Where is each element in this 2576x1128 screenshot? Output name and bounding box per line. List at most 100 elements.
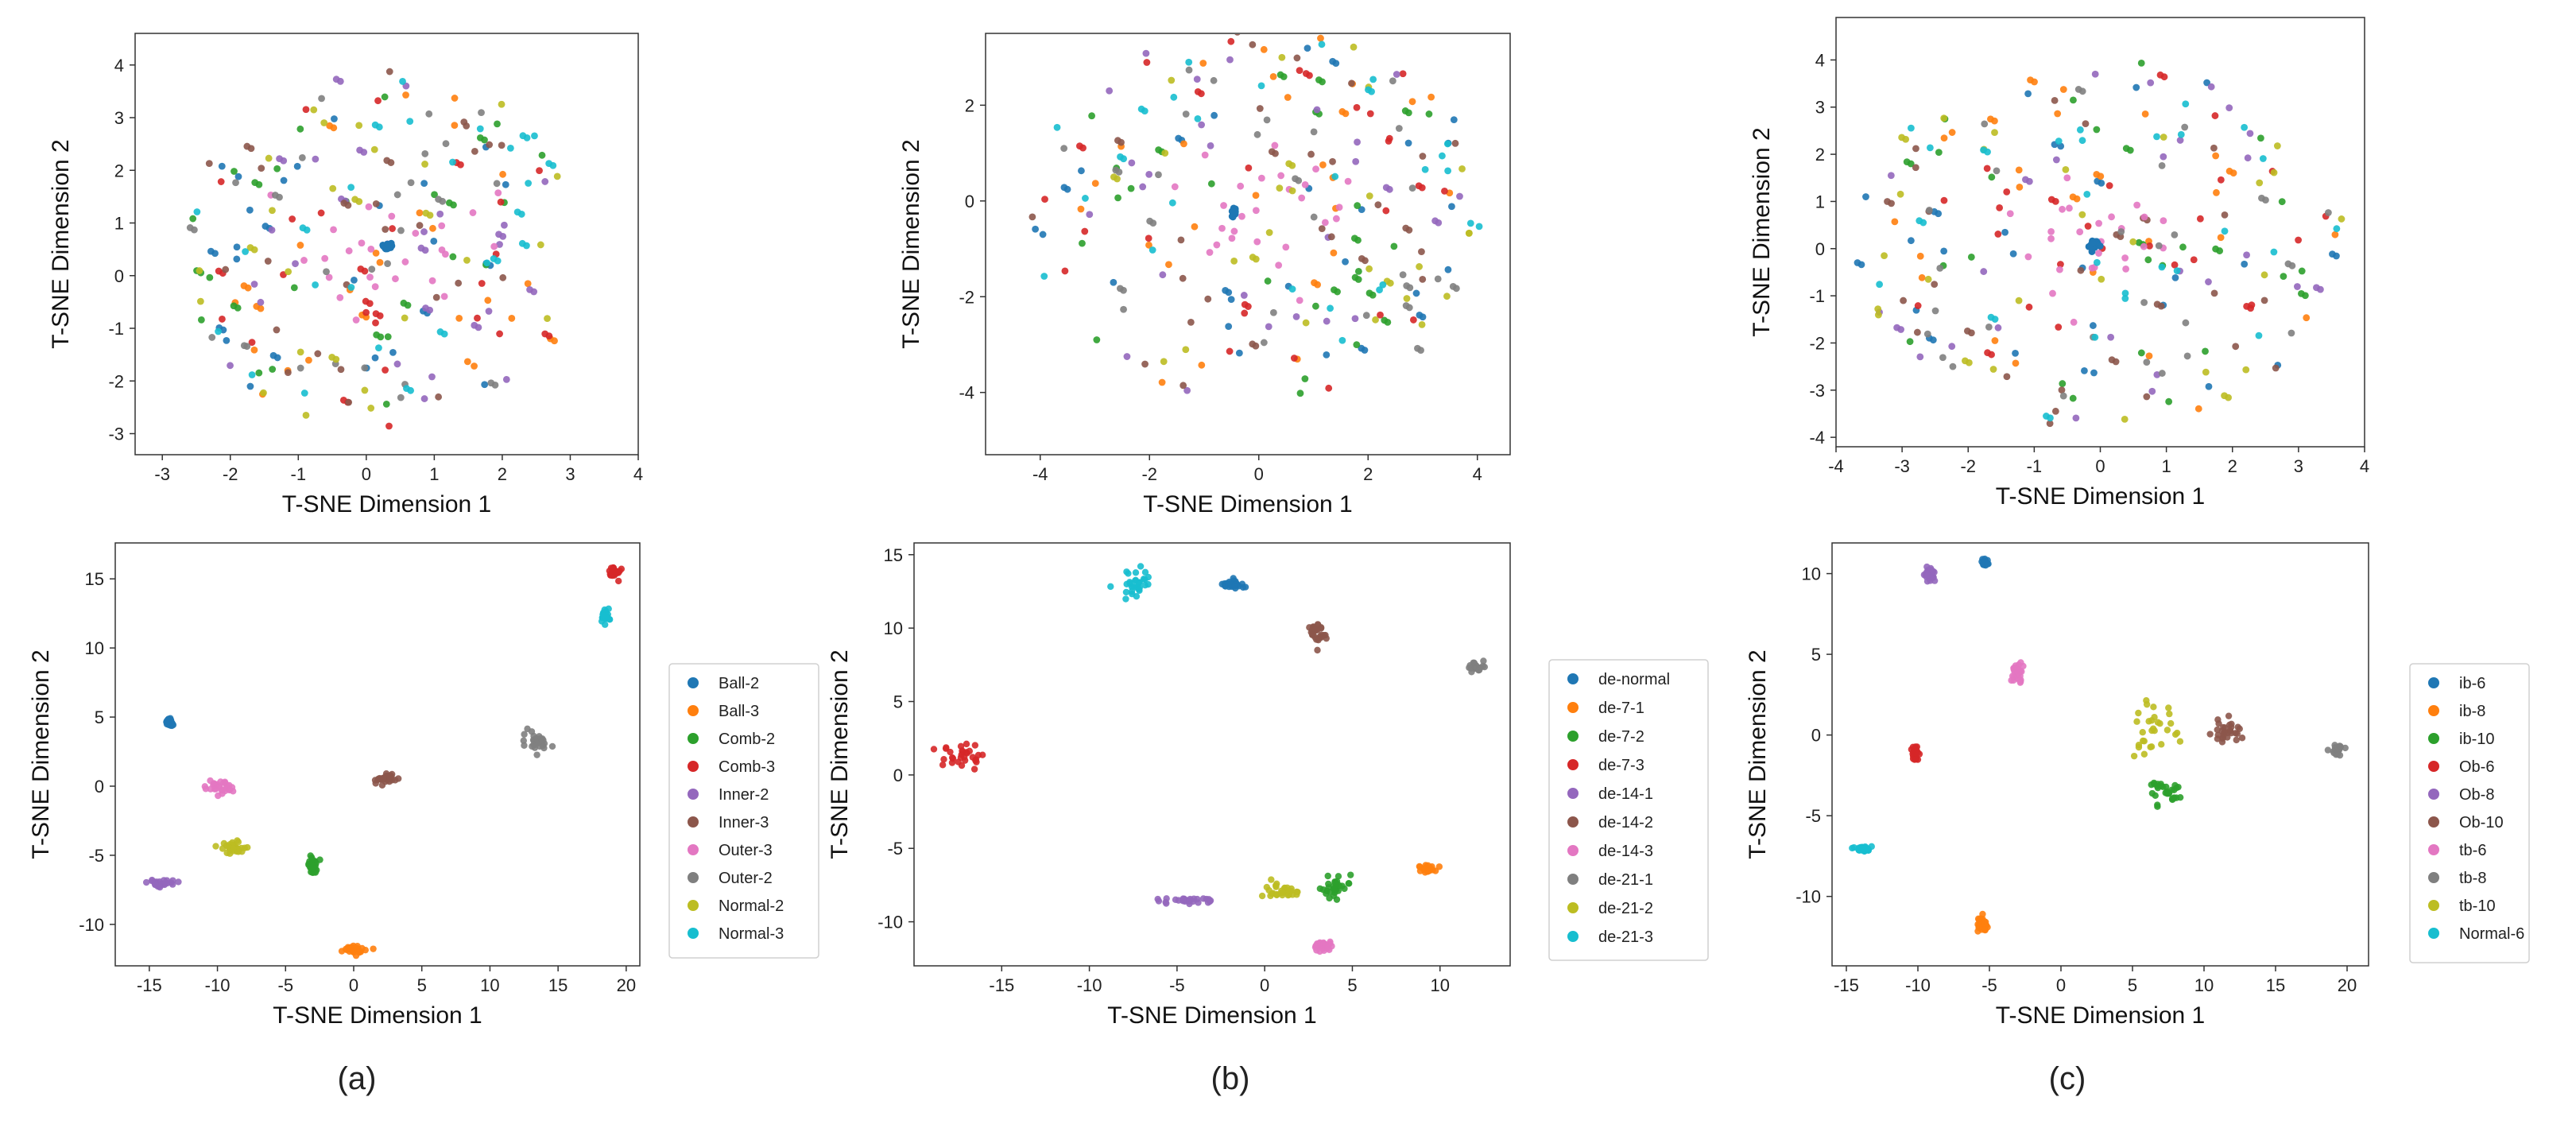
- point-Ob-10: [2227, 723, 2235, 731]
- point-de-7-3: [939, 762, 947, 769]
- point-de-21-2: [1268, 876, 1275, 883]
- point-Inner-2: [161, 879, 169, 886]
- point-0: [1227, 296, 1235, 304]
- point-9: [248, 371, 256, 378]
- point-3: [1145, 235, 1152, 242]
- point-7: [1362, 312, 1370, 320]
- point-de-21-3: [1132, 569, 1140, 576]
- point-1: [2225, 167, 2233, 175]
- point-3: [362, 297, 370, 305]
- point-6: [2063, 174, 2071, 182]
- point-4: [496, 241, 503, 248]
- point-0: [1444, 266, 1452, 273]
- point-8: [1276, 184, 1284, 192]
- point-de-14-1: [1172, 896, 1180, 904]
- point-6: [1275, 262, 1283, 269]
- point-7: [1981, 120, 1989, 128]
- point-6: [2095, 219, 2103, 227]
- legend-label-de-21-1: de-21-1: [1598, 871, 1653, 889]
- point-7: [1949, 362, 1957, 370]
- point-2: [1365, 289, 1373, 297]
- point-Ob-10: [2225, 712, 2233, 719]
- point-5: [1141, 360, 1149, 368]
- legend-marker-ib-6: [2428, 677, 2439, 688]
- point-1: [451, 122, 459, 130]
- point-ib-8: [1981, 926, 1989, 934]
- legend-marker-de-14-3: [1567, 845, 1579, 856]
- point-9: [2091, 333, 2099, 341]
- point-9: [1987, 313, 1995, 321]
- legend-label-de-7-2: de-7-2: [1598, 728, 1644, 746]
- point-0: [481, 381, 489, 389]
- point-ib-10: [2151, 781, 2158, 788]
- point-ib-10: [2171, 794, 2178, 801]
- point-9: [506, 144, 514, 152]
- series-Ob-10: [2206, 712, 2246, 746]
- point-de-14-3: [1321, 940, 1329, 948]
- point-1: [240, 282, 248, 289]
- series-3: [1914, 71, 2330, 359]
- point-7: [1116, 285, 1124, 293]
- point-5: [382, 226, 389, 233]
- point-6: [1277, 172, 1285, 180]
- point-2: [2257, 134, 2264, 142]
- series-Inner-2: [142, 876, 182, 891]
- point-7: [384, 260, 391, 268]
- point-3: [385, 422, 393, 430]
- point-9: [2121, 289, 2129, 297]
- point-1: [2217, 234, 2225, 242]
- legend-label-de-normal: de-normal: [1598, 671, 1670, 688]
- points-layer: [142, 564, 626, 959]
- y-tick-label: -1: [108, 319, 124, 339]
- point-6: [441, 250, 449, 258]
- point-3: [1241, 300, 1249, 308]
- point-6: [1228, 235, 1236, 242]
- point-2: [1301, 375, 1309, 382]
- y-axis-label: T-SNE Dimension 2: [48, 139, 74, 348]
- point-tb-10: [2151, 713, 2158, 721]
- point-3: [289, 215, 296, 223]
- point-9: [2177, 130, 2185, 138]
- point-6: [1271, 141, 1279, 149]
- point-7: [318, 95, 325, 103]
- point-9: [1338, 336, 1346, 344]
- legend-label-tb-6: tb-6: [2459, 842, 2486, 859]
- point-9: [1170, 93, 1178, 101]
- point-7: [2059, 392, 2067, 400]
- point-Inner-3: [380, 774, 387, 782]
- legend-frame: [1548, 659, 1709, 961]
- y-tick-label: -5: [88, 846, 104, 866]
- point-tb-8: [2333, 744, 2341, 751]
- legend-label-Ball-3: Ball-3: [719, 703, 759, 720]
- point-5: [1293, 54, 1301, 62]
- point-9: [347, 184, 355, 192]
- point-5: [1358, 254, 1365, 262]
- point-3: [1227, 37, 1235, 45]
- point-5: [2232, 343, 2240, 351]
- legend-label-Normal-6: Normal-6: [2459, 925, 2524, 943]
- point-9: [2255, 331, 2263, 339]
- y-axis-label: T-SNE Dimension 2: [898, 139, 924, 348]
- point-2: [230, 168, 238, 175]
- point-1: [1319, 161, 1327, 169]
- point-4: [1198, 121, 1206, 129]
- point-7: [1185, 66, 1193, 74]
- point-0: [2081, 366, 2088, 374]
- series-9: [1876, 100, 2341, 422]
- point-9: [1082, 195, 1089, 202]
- point-3: [1996, 204, 2004, 211]
- point-8: [2078, 211, 2086, 219]
- point-1: [499, 170, 506, 178]
- x-tick-label: -2: [1141, 464, 1157, 484]
- point-2: [2212, 245, 2220, 253]
- point-Normal-6: [1861, 843, 1869, 851]
- point-5: [2058, 386, 2066, 394]
- legend-label-tb-8: tb-8: [2459, 870, 2486, 887]
- point-3: [372, 310, 380, 318]
- point-5: [1963, 327, 1971, 335]
- point-8: [1365, 192, 1373, 200]
- point-5: [1318, 225, 1326, 232]
- point-de-21-3: [1145, 580, 1152, 588]
- point-Comb-3: [614, 569, 622, 576]
